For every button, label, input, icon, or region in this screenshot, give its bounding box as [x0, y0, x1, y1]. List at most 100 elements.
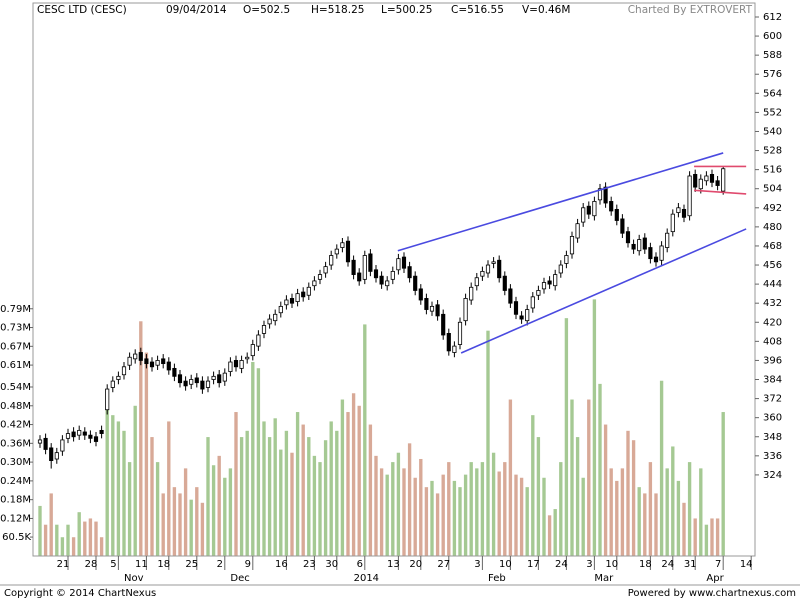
volume-bar — [66, 524, 70, 556]
volume-bar — [531, 415, 535, 556]
candle-body — [77, 429, 82, 436]
candle-body — [519, 315, 524, 320]
candle-body — [513, 301, 519, 315]
x-tick-label: 7 — [715, 559, 721, 570]
candle-body — [497, 259, 502, 279]
volume-bar — [710, 518, 714, 556]
x-tick-label: 17 — [527, 559, 540, 570]
volume-bar — [598, 383, 602, 556]
candle-body — [569, 236, 575, 255]
candle-body — [564, 255, 569, 264]
volume-bar — [368, 424, 373, 556]
candle-body — [485, 264, 491, 274]
volume-bar — [715, 518, 720, 556]
volume-bar — [262, 421, 266, 556]
volume-bar — [581, 477, 585, 556]
trend-line — [460, 228, 747, 354]
candle-body — [65, 433, 71, 439]
volume-bar — [279, 449, 283, 556]
candle-body — [648, 247, 653, 260]
volume-bar — [385, 474, 389, 556]
candle-body — [49, 447, 54, 462]
candle-body — [261, 325, 267, 334]
candle-body — [502, 275, 507, 291]
candle-body — [368, 253, 373, 272]
volume-bar — [682, 502, 686, 556]
candle-body — [144, 358, 149, 365]
y-tick-label: 516 — [763, 165, 782, 176]
volume-bar — [452, 480, 457, 556]
volume-bar — [178, 493, 182, 556]
candle-body — [88, 434, 93, 439]
volume-bar — [693, 518, 697, 556]
volume-bar — [676, 480, 681, 556]
volume-bar — [357, 405, 361, 556]
volume-bar — [648, 462, 653, 556]
candle-body — [553, 274, 558, 287]
volume-bar — [351, 393, 356, 556]
y-tick-label: 468 — [763, 241, 782, 252]
x-tick-label: 23 — [303, 559, 316, 570]
volume-bar — [609, 468, 613, 556]
candle-body — [43, 437, 48, 450]
volume-tick-label: 0.67M — [0, 341, 31, 352]
candle-body — [345, 240, 351, 263]
volume-bar — [447, 462, 451, 556]
y-tick-label: 384 — [763, 375, 782, 386]
volume-bar — [570, 399, 574, 556]
trend-line — [694, 189, 747, 195]
volume-bar — [592, 299, 597, 556]
candle-body — [530, 296, 535, 309]
volume-bar — [144, 352, 149, 556]
volume-bar — [671, 446, 675, 556]
quote: H=518.25 — [311, 4, 364, 16]
volume-bar — [519, 477, 524, 556]
volume-bar — [525, 487, 529, 556]
candle-body — [267, 318, 272, 325]
candle-body — [620, 218, 625, 234]
volume-tick-label: 0.79M — [0, 304, 31, 315]
y-tick-label: 552 — [763, 107, 782, 118]
volume-bar — [687, 462, 692, 556]
volume-bar — [99, 537, 104, 556]
month-label: Mar — [594, 573, 614, 584]
candle-body — [508, 288, 513, 304]
candle-body — [401, 256, 407, 269]
x-tick-label: 20 — [409, 559, 422, 570]
volume-bar — [480, 462, 485, 556]
x-tick-label: 27 — [437, 559, 450, 570]
candle-body — [245, 356, 250, 360]
candle-body — [698, 178, 703, 190]
volume-bar — [122, 430, 126, 556]
volume-bar — [83, 521, 87, 556]
candle-body — [469, 286, 474, 301]
candle-body — [637, 239, 642, 252]
candle-body — [93, 436, 99, 442]
candle-body — [351, 259, 356, 275]
candle-body — [581, 207, 586, 223]
candle-body — [289, 298, 295, 304]
title: CESC LTD (CESC) — [37, 4, 127, 16]
candle-body — [396, 258, 401, 271]
candle-body — [715, 180, 720, 186]
candle-body — [334, 248, 339, 255]
candle-body — [687, 175, 692, 217]
volume-bar — [105, 405, 109, 556]
volume-tick-label: 0.42M — [0, 420, 31, 431]
candle-body — [189, 379, 194, 385]
volume-bar — [318, 462, 322, 556]
volume-bar — [77, 512, 81, 556]
credit: Charted By EXTROVERT — [628, 4, 753, 16]
candle-body — [525, 309, 530, 322]
candle-body — [435, 304, 440, 317]
candle-body — [541, 282, 547, 290]
volume-bar — [721, 412, 725, 556]
volume-bar — [654, 493, 658, 556]
volume-bar — [267, 437, 272, 556]
y-tick-label: 324 — [763, 470, 782, 481]
volume-bar — [497, 471, 501, 556]
x-tick-label: 30 — [325, 559, 338, 570]
y-tick-label: 408 — [763, 336, 782, 347]
candle-body — [357, 272, 362, 282]
volume-bar — [55, 524, 59, 556]
